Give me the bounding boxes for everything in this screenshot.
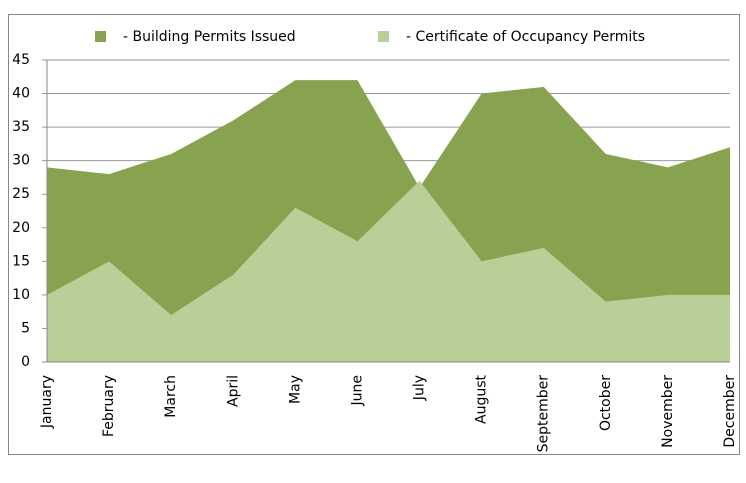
x-tick-label: June [349, 375, 365, 407]
y-tick-label: 20 [12, 220, 30, 236]
legend-label: - Certificate of Occupancy Permits [406, 29, 645, 45]
legend-swatch [95, 31, 106, 42]
x-tick-label: November [660, 375, 676, 448]
y-tick-label: 40 [12, 86, 30, 102]
y-tick-label: 35 [12, 119, 30, 135]
x-tick-label: September [536, 375, 552, 453]
y-tick-label: 25 [12, 186, 30, 202]
area [47, 180, 730, 362]
x-tick-label: May [287, 375, 303, 404]
x-tick-label: February [101, 375, 117, 437]
legend-swatch [378, 31, 389, 42]
y-tick-label: 5 [21, 320, 30, 336]
x-tick-label: December [722, 375, 738, 448]
x-tick-label: January [39, 375, 55, 429]
x-tick-label: March [163, 375, 179, 418]
x-tick-label: July [412, 375, 428, 401]
x-tick-label: October [598, 375, 614, 431]
y-tick-label: 45 [12, 52, 30, 68]
y-tick-label: 10 [12, 287, 30, 303]
x-tick-label: August [474, 374, 490, 424]
y-tick-label: 0 [21, 354, 30, 370]
y-tick-label: 30 [12, 153, 30, 169]
legend-label: - Building Permits Issued [123, 29, 296, 45]
x-tick-label: April [225, 375, 241, 407]
y-tick-label: 15 [12, 253, 30, 269]
